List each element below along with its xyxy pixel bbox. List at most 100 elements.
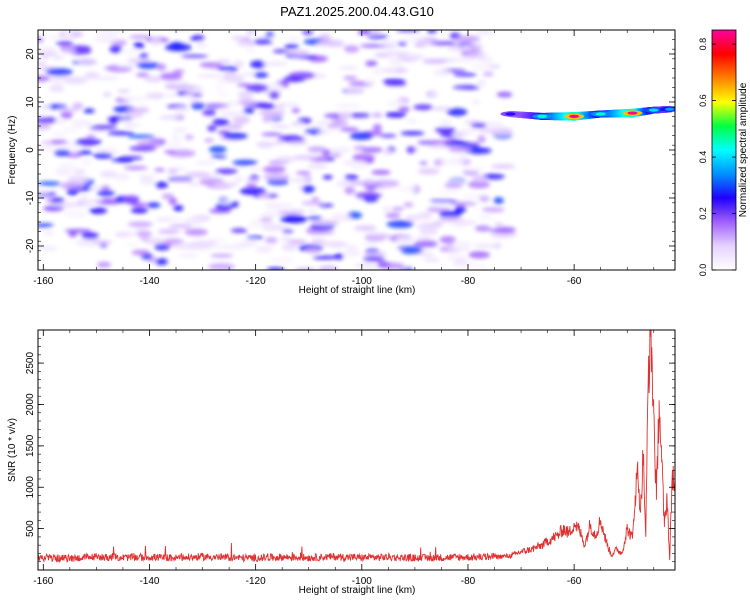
spectrogram-cell [207,125,217,132]
spectrogram-cell [122,96,147,102]
spectrogram-cell [333,217,353,222]
spectrogram-cell [270,124,291,129]
x-tick-label: -160 [33,276,53,287]
spectrogram-cell [367,263,378,270]
spectrogram-cell [449,219,477,226]
snr-y-axis-label: SNR (10 * v/v) [7,418,18,482]
spectrogram-cell [107,131,135,136]
spectrogram-cell [168,197,178,206]
spectrogram-cell [343,76,358,80]
spectrogram-cell [397,106,410,113]
spectrogram-noise-field [38,30,518,270]
spectrogram-cell [246,223,263,229]
colorbar-gradient [711,29,737,271]
colorbar: 0.0 0.2 0.4 0.6 0.8 Normalized spectral ampl… [698,29,749,276]
spectrogram-cell [477,57,494,62]
figure-title: PAZ1.2025.200.04.43.G10 [280,4,434,19]
colorbar-tick-label: 0.8 [698,38,708,51]
spectrogram-cell [135,73,150,77]
spectrogram-cell [164,79,190,86]
y-tick-label: 2000 [25,393,36,416]
spectrogram-cell [253,244,278,248]
snr-x-axis-label: Height of straight line (km) [299,585,416,596]
spectrogram-cell [496,91,513,98]
spectrogram-cell [60,47,77,54]
spectrogram-cell [338,111,352,120]
spectrogram-cell [68,231,78,238]
signal-peak [505,112,516,116]
spectrogram-cell [439,159,464,166]
spectrogram-cell [281,243,298,251]
spectrogram-cell [286,36,301,43]
spectrogram-cell [214,85,226,90]
spectrogram-cell [38,116,59,124]
spectrogram-cell [296,55,319,59]
spectrogram-cell [285,49,310,56]
spectrogram-cell [70,119,93,128]
spectrogram-cell [129,35,152,39]
spectrogram-cell [126,107,150,114]
spectrogram-cell [372,123,383,132]
spectrogram-cell [291,107,301,113]
spectrogram-cell [273,139,285,145]
spectrogram-cell [339,65,359,71]
spectrogram-cell [72,102,84,110]
spectrogram-cell [287,214,298,219]
x-tick-label: -140 [139,276,159,287]
spectrogram-cell [239,187,267,195]
spectrogram-cell [236,83,252,87]
spectrogram-cell [156,63,167,71]
spectrogram-cell [426,30,438,34]
spectrogram-cell [194,159,216,166]
spectrogram-cell [38,46,57,54]
spectrogram-cell [377,261,391,267]
spectrogram-cell [345,88,363,94]
spectrogram-cell [476,264,489,269]
x-tick-label: -160 [33,576,53,587]
spectrogram-cell [49,84,65,93]
spectrogram-cell [363,77,376,85]
spectrogram-cell [288,71,316,79]
spectrogram-cell [383,148,394,155]
colorbar-tick-label: 0.6 [698,94,708,107]
spectrogram-cell [419,161,428,165]
spectrogram-cell [95,146,118,153]
spectrogram-cell [346,211,363,219]
spectrogram-cell [139,235,150,241]
y-tick-label: 0 [25,147,36,153]
spectrogram-cell [159,72,183,81]
spectrogram-cell [386,220,414,228]
spectrogram-cell [51,197,65,203]
spectrogram-cell [295,171,312,175]
spectrogram-cell [55,117,67,126]
spectrogram-cell [99,170,117,178]
spectrogram-cell [426,208,451,212]
spectrogram-cell [413,240,438,248]
spectrogram-cell [416,35,425,40]
spectrogram-cell [262,61,289,66]
spectrogram-cell [352,251,362,256]
spectrogram-cell [472,243,499,248]
spectrogram-cell [157,216,186,222]
spectrogram-cell [311,73,327,79]
spectrogram-cell [333,103,362,108]
spectrogram-cell [231,35,246,41]
spectrogram-cell [493,226,516,234]
spectrogram-cell [279,215,308,224]
spectrogram-cell [326,157,335,161]
spectrogram-cell [403,202,414,208]
spectrogram-cell [354,192,383,199]
spectrogram-y-ticks: -20 -10 0 10 20 [25,29,675,271]
spectrogram-cell [323,39,345,47]
spectrogram-cell [371,67,386,75]
spectrogram-cell [38,189,50,195]
signal-peak [627,111,638,115]
spectrogram-cell [365,60,378,67]
spectrogram-cell [449,201,478,206]
spectrogram-cell [343,249,359,258]
spectrogram-cell [265,32,275,38]
spectrogram-cell [344,174,359,181]
spectrogram-cell [266,267,285,270]
spectrogram-cell [434,126,456,134]
